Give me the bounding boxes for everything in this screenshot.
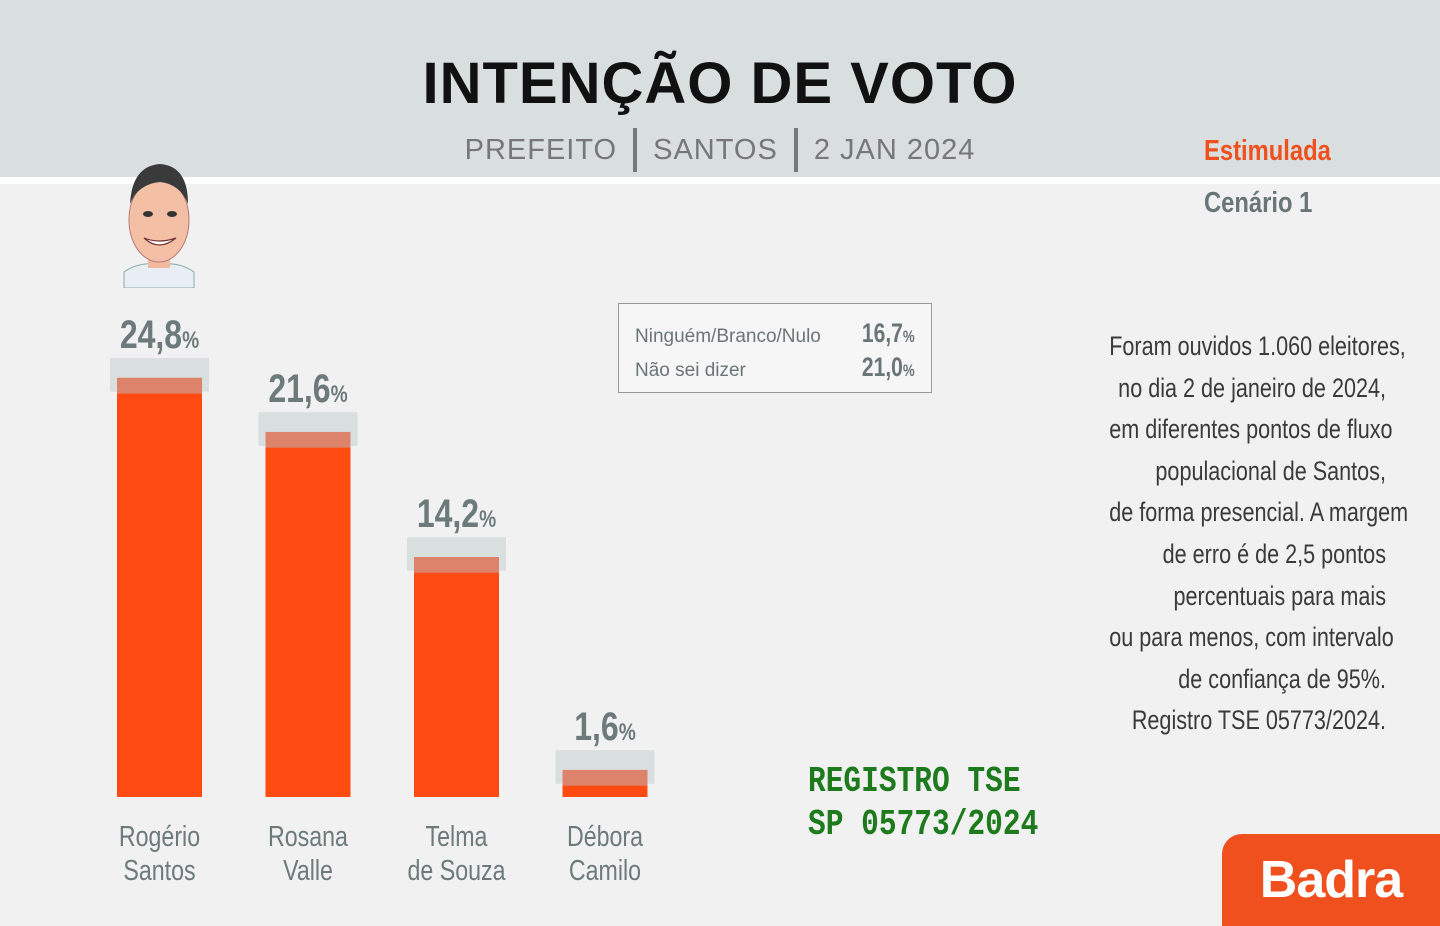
scenario-type: Estimulada: [1204, 135, 1331, 167]
legend-value: 16,7%: [862, 318, 915, 348]
subtitle-date: 2 JAN 2024: [813, 133, 976, 166]
methodology-line: de confiança de 95%.: [1178, 663, 1386, 694]
subtitle-office: PREFEITO: [464, 133, 618, 166]
methodology-line: Foram ouvidos 1.060 eleitores,: [1109, 331, 1406, 361]
category-label: Rogério: [119, 819, 200, 852]
legend-row: Não sei dizer 21,0%: [635, 352, 915, 383]
category-label: Rosana: [268, 819, 348, 852]
legend-label: Ninguém/Branco/Nulo: [635, 326, 821, 347]
header-band: [0, 0, 1440, 177]
error-band-overlay: [265, 431, 351, 448]
legend-box: Ninguém/Branco/Nulo 16,7% Não sei dizer …: [618, 303, 932, 393]
methodology-line: de erro é de 2,5 pontos: [1162, 538, 1386, 569]
legend-row: Ninguém/Branco/Nulo 16,7%: [635, 318, 915, 349]
stamp-line: SP 05773/2024: [808, 804, 1039, 845]
category-label: Valle: [283, 853, 333, 886]
legend-value: 21,0%: [862, 352, 915, 382]
scenario-name: Cenário 1: [1204, 187, 1313, 219]
subtitle-separator: [633, 128, 638, 172]
methodology-line: de forma presencial. A margem: [1109, 497, 1409, 528]
bar-value-label: 21,6%: [268, 366, 347, 411]
header-divider: [0, 177, 1440, 184]
category-label: Santos: [123, 853, 195, 886]
bar: [265, 431, 351, 797]
bar-value-label: 14,2%: [417, 491, 496, 536]
error-band-overlay: [414, 557, 499, 573]
category-label: Camilo: [569, 853, 641, 886]
methodology-line: populacional de Santos,: [1155, 455, 1386, 486]
page-title: INTENÇÃO DE VOTO: [422, 51, 1018, 116]
registration-stamp: REGISTRO TSE SP 05773/2024: [808, 760, 1089, 846]
category-label: Débora: [567, 819, 643, 852]
subtitle-city: SANTOS: [653, 133, 778, 166]
brand-logo: Badra: [1222, 834, 1440, 926]
methodology-line: ou para menos, com intervalo: [1109, 622, 1394, 653]
brand-logo-text: Badra: [1259, 851, 1403, 909]
bar: [117, 377, 202, 797]
methodology-line: Registro TSE 05773/2024.: [1131, 705, 1386, 736]
methodology-line: no dia 2 de janeiro de 2024,: [1118, 372, 1386, 403]
legend-label: Não sei dizer: [635, 360, 746, 381]
category-label: Telma: [426, 819, 488, 852]
bar: [414, 557, 499, 797]
subtitle-separator: [793, 128, 798, 172]
error-band-overlay: [562, 769, 648, 786]
stamp-line: REGISTRO TSE: [808, 761, 1021, 802]
methodology-line: percentuais para mais: [1173, 580, 1386, 611]
error-band-overlay: [117, 377, 202, 394]
bar-value-label: 1,6%: [574, 704, 636, 749]
subtitle: PREFEITO SANTOS 2 JAN 2024: [0, 128, 1440, 172]
candidate-avatar: [123, 164, 195, 288]
methodology-line: em diferentes pontos de fluxo: [1109, 414, 1393, 445]
category-label: de Souza: [408, 853, 506, 886]
bar-value-label: 24,8%: [120, 311, 199, 356]
methodology-text: Foram ouvidos 1.060 eleitores, no dia 2 …: [1040, 326, 1409, 742]
